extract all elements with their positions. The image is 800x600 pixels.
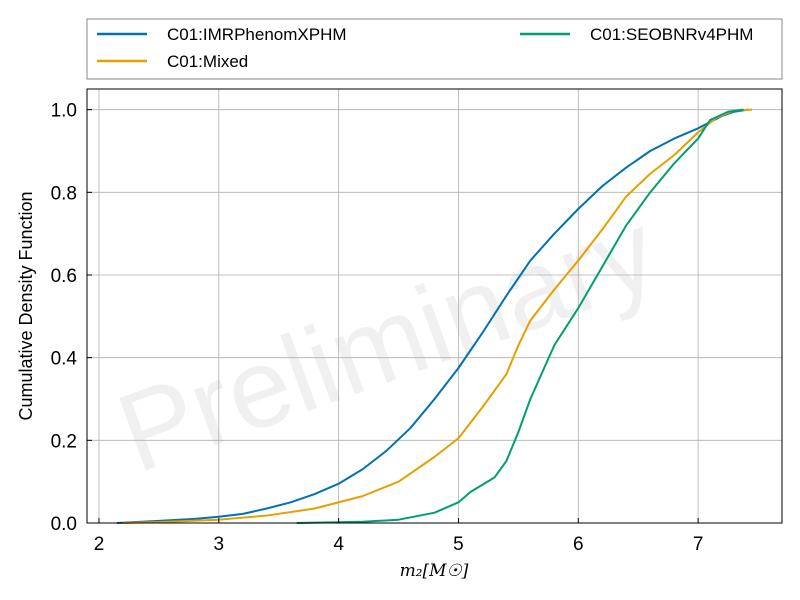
x-tick-label: 4 [333, 534, 344, 555]
y-axis-ticks: 0.0 0.2 0.4 0.6 0.8 1.0 [51, 101, 92, 535]
series-line-imrphenomxphm [116, 108, 749, 524]
legend-label-seobnrv4phm: C01:SEOBNRv4PHM [590, 25, 753, 44]
y-tick-label: 1.0 [51, 101, 77, 122]
series-line-mixed [122, 108, 753, 524]
x-tick-label: 5 [453, 534, 464, 555]
x-tick-label: 3 [214, 534, 225, 555]
x-tick-label: 6 [573, 534, 584, 555]
plot-frame [86, 88, 783, 524]
y-tick-label: 0.4 [51, 349, 78, 370]
legend-box [86, 18, 783, 80]
y-tick-label: 0.2 [51, 431, 77, 452]
x-axis-title: m₂[M☉] [400, 561, 469, 581]
y-tick-label: 0.6 [51, 266, 77, 287]
grid-lines [87, 89, 782, 524]
x-tick-label: 2 [94, 534, 105, 555]
legend-label-mixed: C01:Mixed [167, 52, 248, 71]
x-axis-ticks: 2 3 4 5 6 7 [94, 518, 704, 555]
series-lines [116, 108, 753, 524]
y-tick-label: 0.0 [51, 514, 77, 535]
legend-label-imrphenomxphm: C01:IMRPhenomXPHM [167, 25, 347, 44]
series-line-seobnrv4phm [296, 108, 744, 524]
x-tick-label: 7 [693, 534, 704, 555]
y-tick-label: 0.8 [51, 183, 77, 204]
y-axis-title: Cumulative Density Function [16, 191, 36, 420]
legend: C01:IMRPhenomXPHM C01:Mixed C01:SEOBNRv4… [86, 18, 783, 80]
